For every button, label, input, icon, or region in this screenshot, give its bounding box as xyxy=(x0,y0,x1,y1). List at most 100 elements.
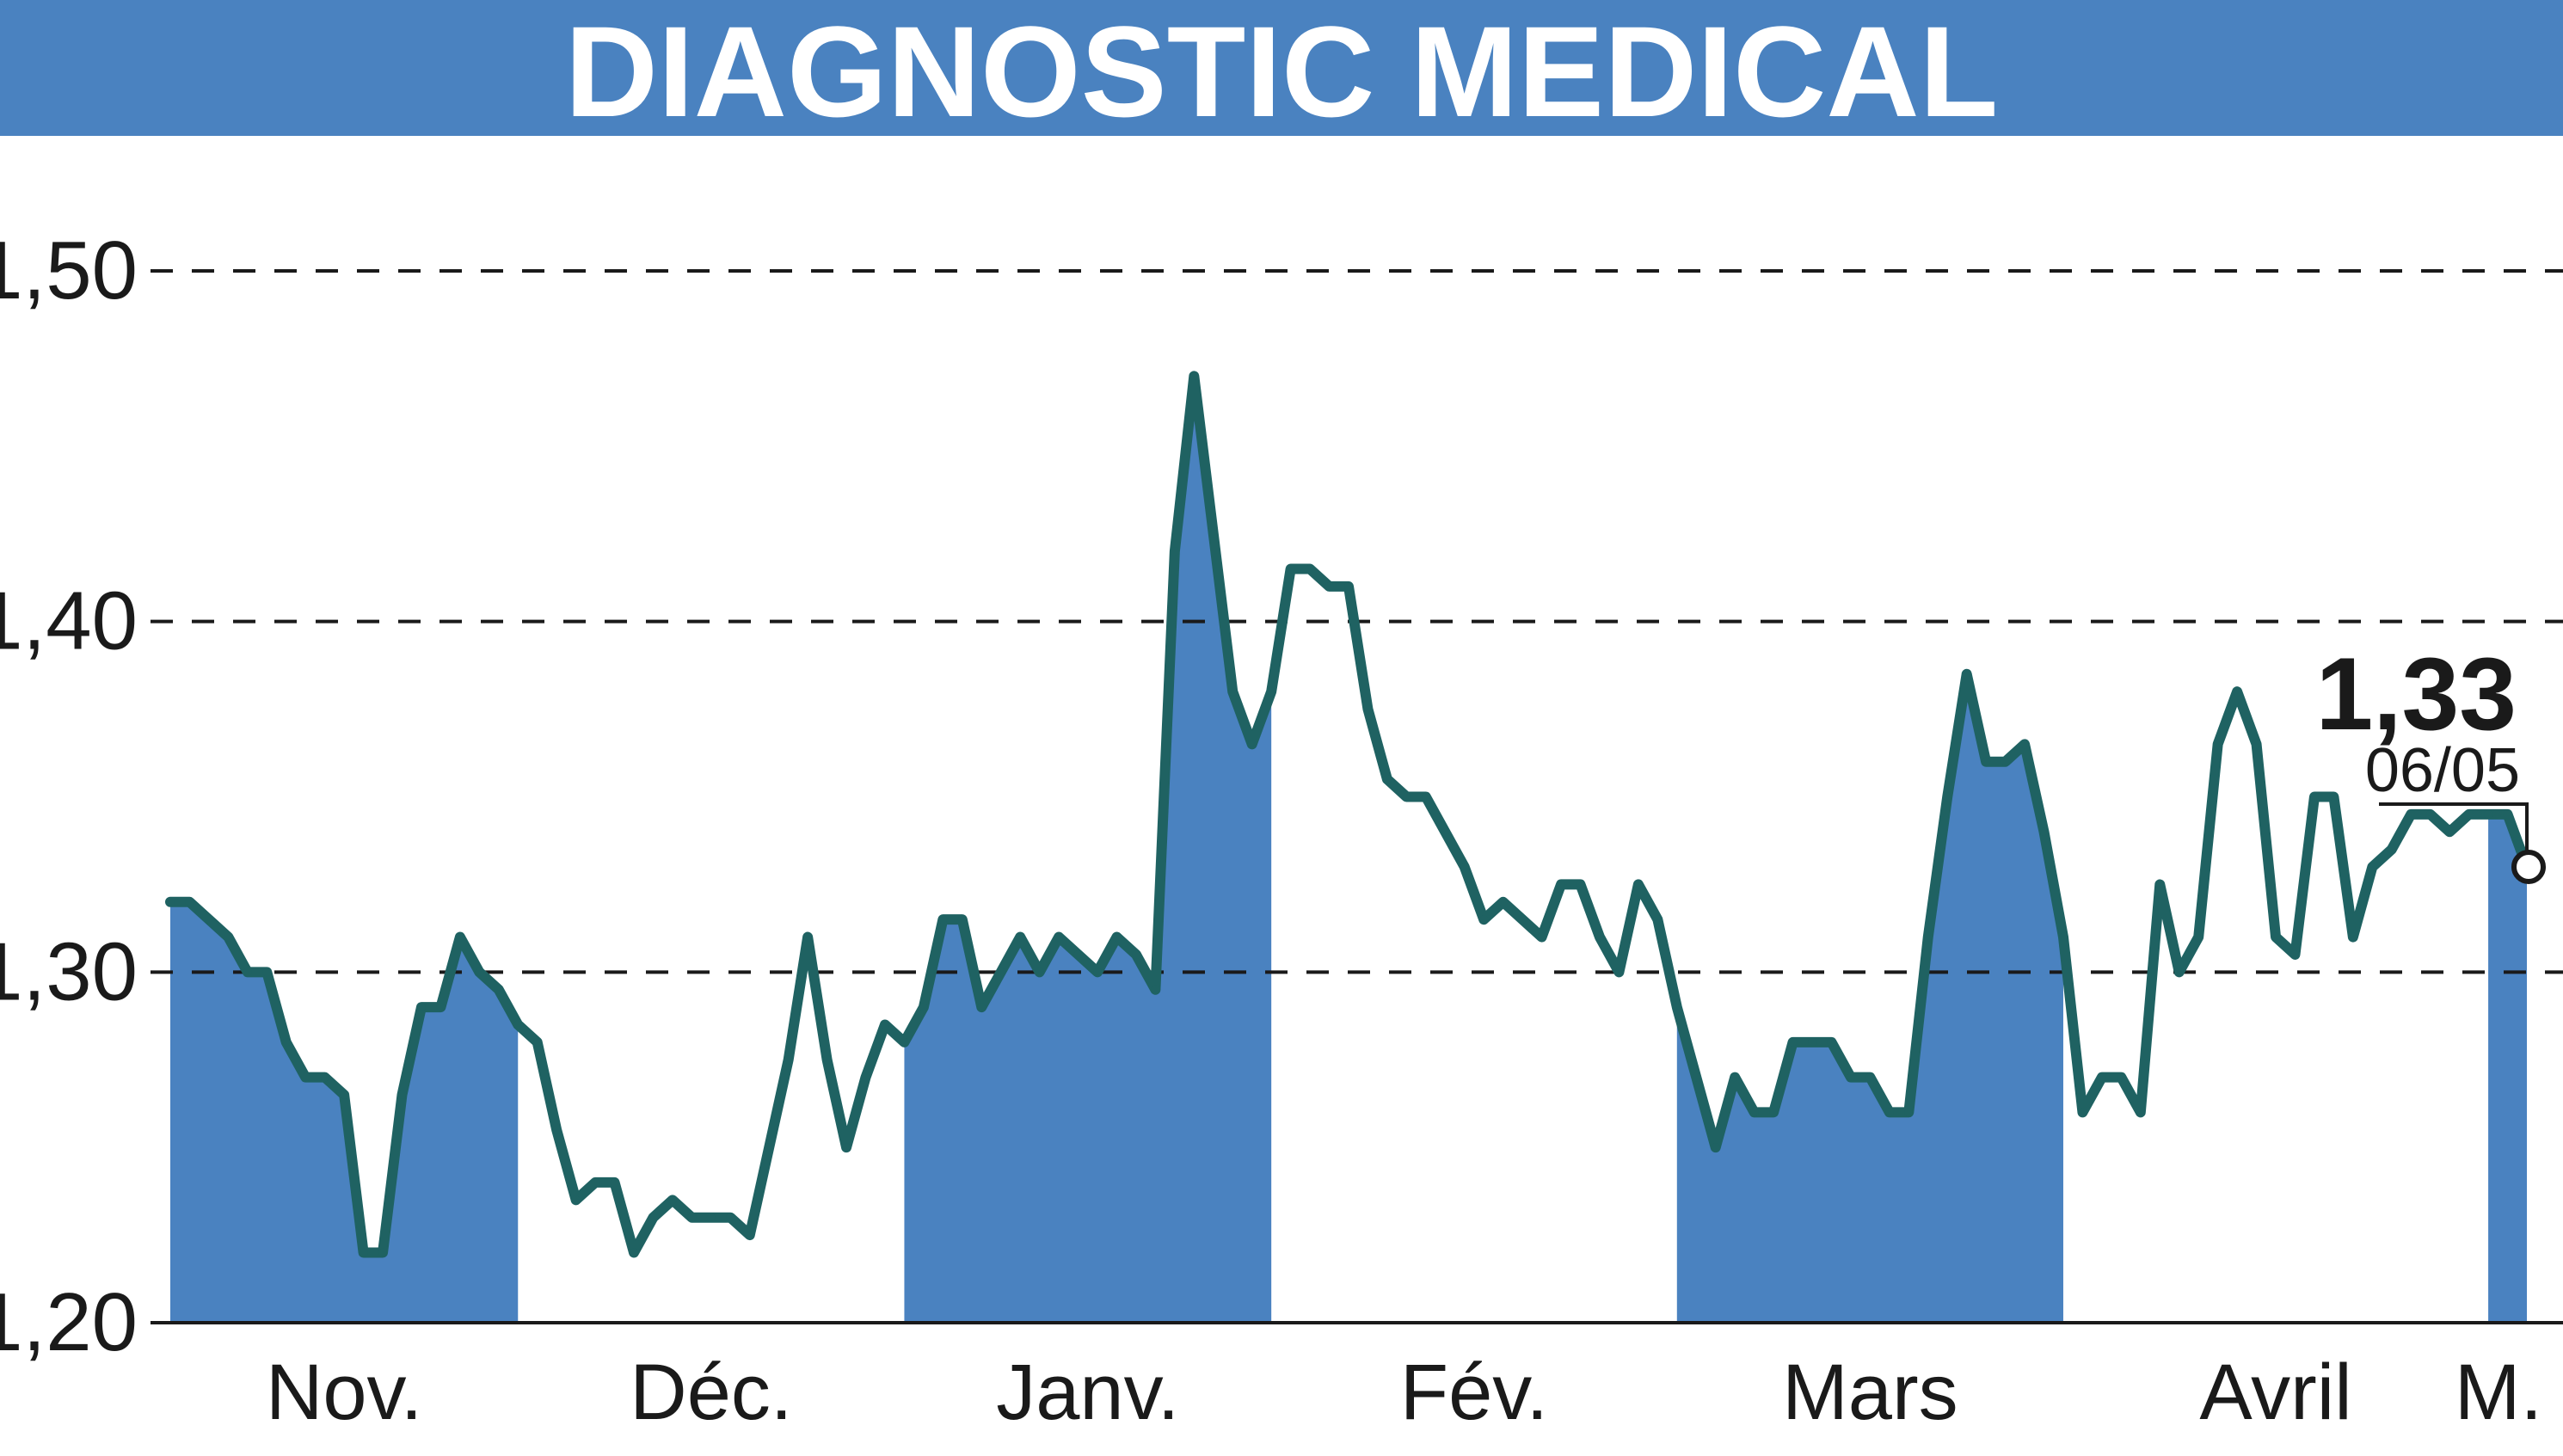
month-shade-2 xyxy=(904,376,1272,1323)
data-point xyxy=(1421,792,1430,802)
data-point xyxy=(1112,932,1122,942)
data-point xyxy=(2252,740,2261,749)
data-point xyxy=(1344,581,1353,591)
data-point xyxy=(861,1072,870,1082)
y-axis-ticks: 1,20 1,30 1,40 1,50 xyxy=(0,224,138,1368)
data-point xyxy=(1633,880,1643,889)
last-value-label: 1,33 xyxy=(2315,636,2517,752)
data-point xyxy=(2097,1072,2106,1082)
data-point xyxy=(938,915,948,925)
data-point xyxy=(1306,564,1315,574)
data-point xyxy=(571,1195,581,1205)
data-point xyxy=(1769,1108,1779,1117)
data-point xyxy=(1054,932,1064,942)
data-point xyxy=(2020,740,2030,749)
data-point xyxy=(726,1213,735,1222)
data-point xyxy=(648,1213,658,1222)
data-point xyxy=(1788,1037,1798,1047)
month-shade-6 xyxy=(2488,814,2527,1323)
x-tick-label: Déc. xyxy=(630,1348,792,1436)
data-point xyxy=(2174,968,2184,977)
data-point xyxy=(436,1003,446,1012)
data-point xyxy=(1865,1072,1875,1082)
data-point xyxy=(1382,775,1392,784)
data-point xyxy=(1247,740,1257,749)
data-point xyxy=(262,968,272,977)
data-point xyxy=(552,1125,562,1134)
data-point xyxy=(2329,792,2339,802)
data-point xyxy=(2155,880,2165,889)
data-point xyxy=(1730,1072,1740,1082)
data-point xyxy=(957,915,967,925)
data-point xyxy=(1576,880,1585,889)
data-point xyxy=(1363,704,1373,714)
data-point xyxy=(416,1003,426,1012)
data-point xyxy=(1035,968,1044,977)
x-tick-label: Mars xyxy=(1782,1348,1958,1436)
data-point xyxy=(2464,809,2474,819)
data-point xyxy=(166,897,175,906)
data-point xyxy=(513,1020,523,1029)
data-point xyxy=(2309,792,2319,802)
data-point xyxy=(1325,581,1334,591)
last-value-bracket xyxy=(2379,802,2529,852)
data-point xyxy=(1518,915,1527,925)
data-point xyxy=(2194,932,2203,942)
data-point xyxy=(2136,1108,2145,1117)
data-point xyxy=(1016,932,1025,942)
data-point xyxy=(822,1055,832,1065)
data-point xyxy=(475,968,484,977)
data-point xyxy=(340,1090,349,1100)
data-point xyxy=(2233,687,2242,697)
data-point xyxy=(2406,809,2416,819)
month-shade-4 xyxy=(1676,673,2063,1323)
data-point xyxy=(1267,687,1276,697)
data-point xyxy=(745,1231,754,1240)
data-point xyxy=(1904,1108,1914,1117)
data-point xyxy=(1962,669,1971,679)
data-point xyxy=(1711,1143,1720,1152)
data-point xyxy=(765,1143,774,1152)
data-point xyxy=(2058,932,2068,942)
data-point xyxy=(378,1248,388,1257)
data-point xyxy=(1208,529,1218,538)
x-tick-label: Avril xyxy=(2199,1348,2351,1436)
data-point xyxy=(2290,949,2300,959)
data-point xyxy=(2503,809,2512,819)
data-point xyxy=(1286,564,1295,574)
data-point xyxy=(301,1072,310,1082)
last-value-marker xyxy=(2511,850,2546,885)
y-tick-label: 1,50 xyxy=(0,224,138,316)
data-point xyxy=(706,1213,716,1222)
data-point xyxy=(1827,1037,1836,1047)
data-point xyxy=(243,968,252,977)
data-point xyxy=(591,1177,600,1187)
data-point xyxy=(1846,1072,1855,1082)
data-point xyxy=(2445,827,2455,837)
chart-title: DIAGNOSTIC MEDICAL xyxy=(565,0,1999,144)
data-point xyxy=(224,932,233,942)
data-point xyxy=(2368,863,2377,872)
data-point xyxy=(880,1020,889,1029)
data-point xyxy=(1479,915,1489,925)
data-point xyxy=(2425,809,2435,819)
data-point xyxy=(2387,845,2396,854)
data-point xyxy=(1170,547,1179,556)
data-point xyxy=(900,1037,909,1047)
data-point xyxy=(2078,1108,2087,1117)
data-point xyxy=(1189,372,1199,381)
y-tick-label: 1,40 xyxy=(0,575,138,667)
data-point xyxy=(494,985,503,994)
data-point xyxy=(1073,949,1083,959)
data-point xyxy=(1093,968,1103,977)
data-point xyxy=(667,1195,677,1205)
header-bar xyxy=(0,0,2563,136)
data-point xyxy=(204,915,213,925)
data-point xyxy=(2213,740,2222,749)
x-tick-label: Fév. xyxy=(1400,1348,1548,1436)
data-point xyxy=(977,1003,986,1012)
data-point xyxy=(1943,792,1952,802)
data-point xyxy=(2117,1072,2126,1082)
data-point xyxy=(1151,985,1160,994)
